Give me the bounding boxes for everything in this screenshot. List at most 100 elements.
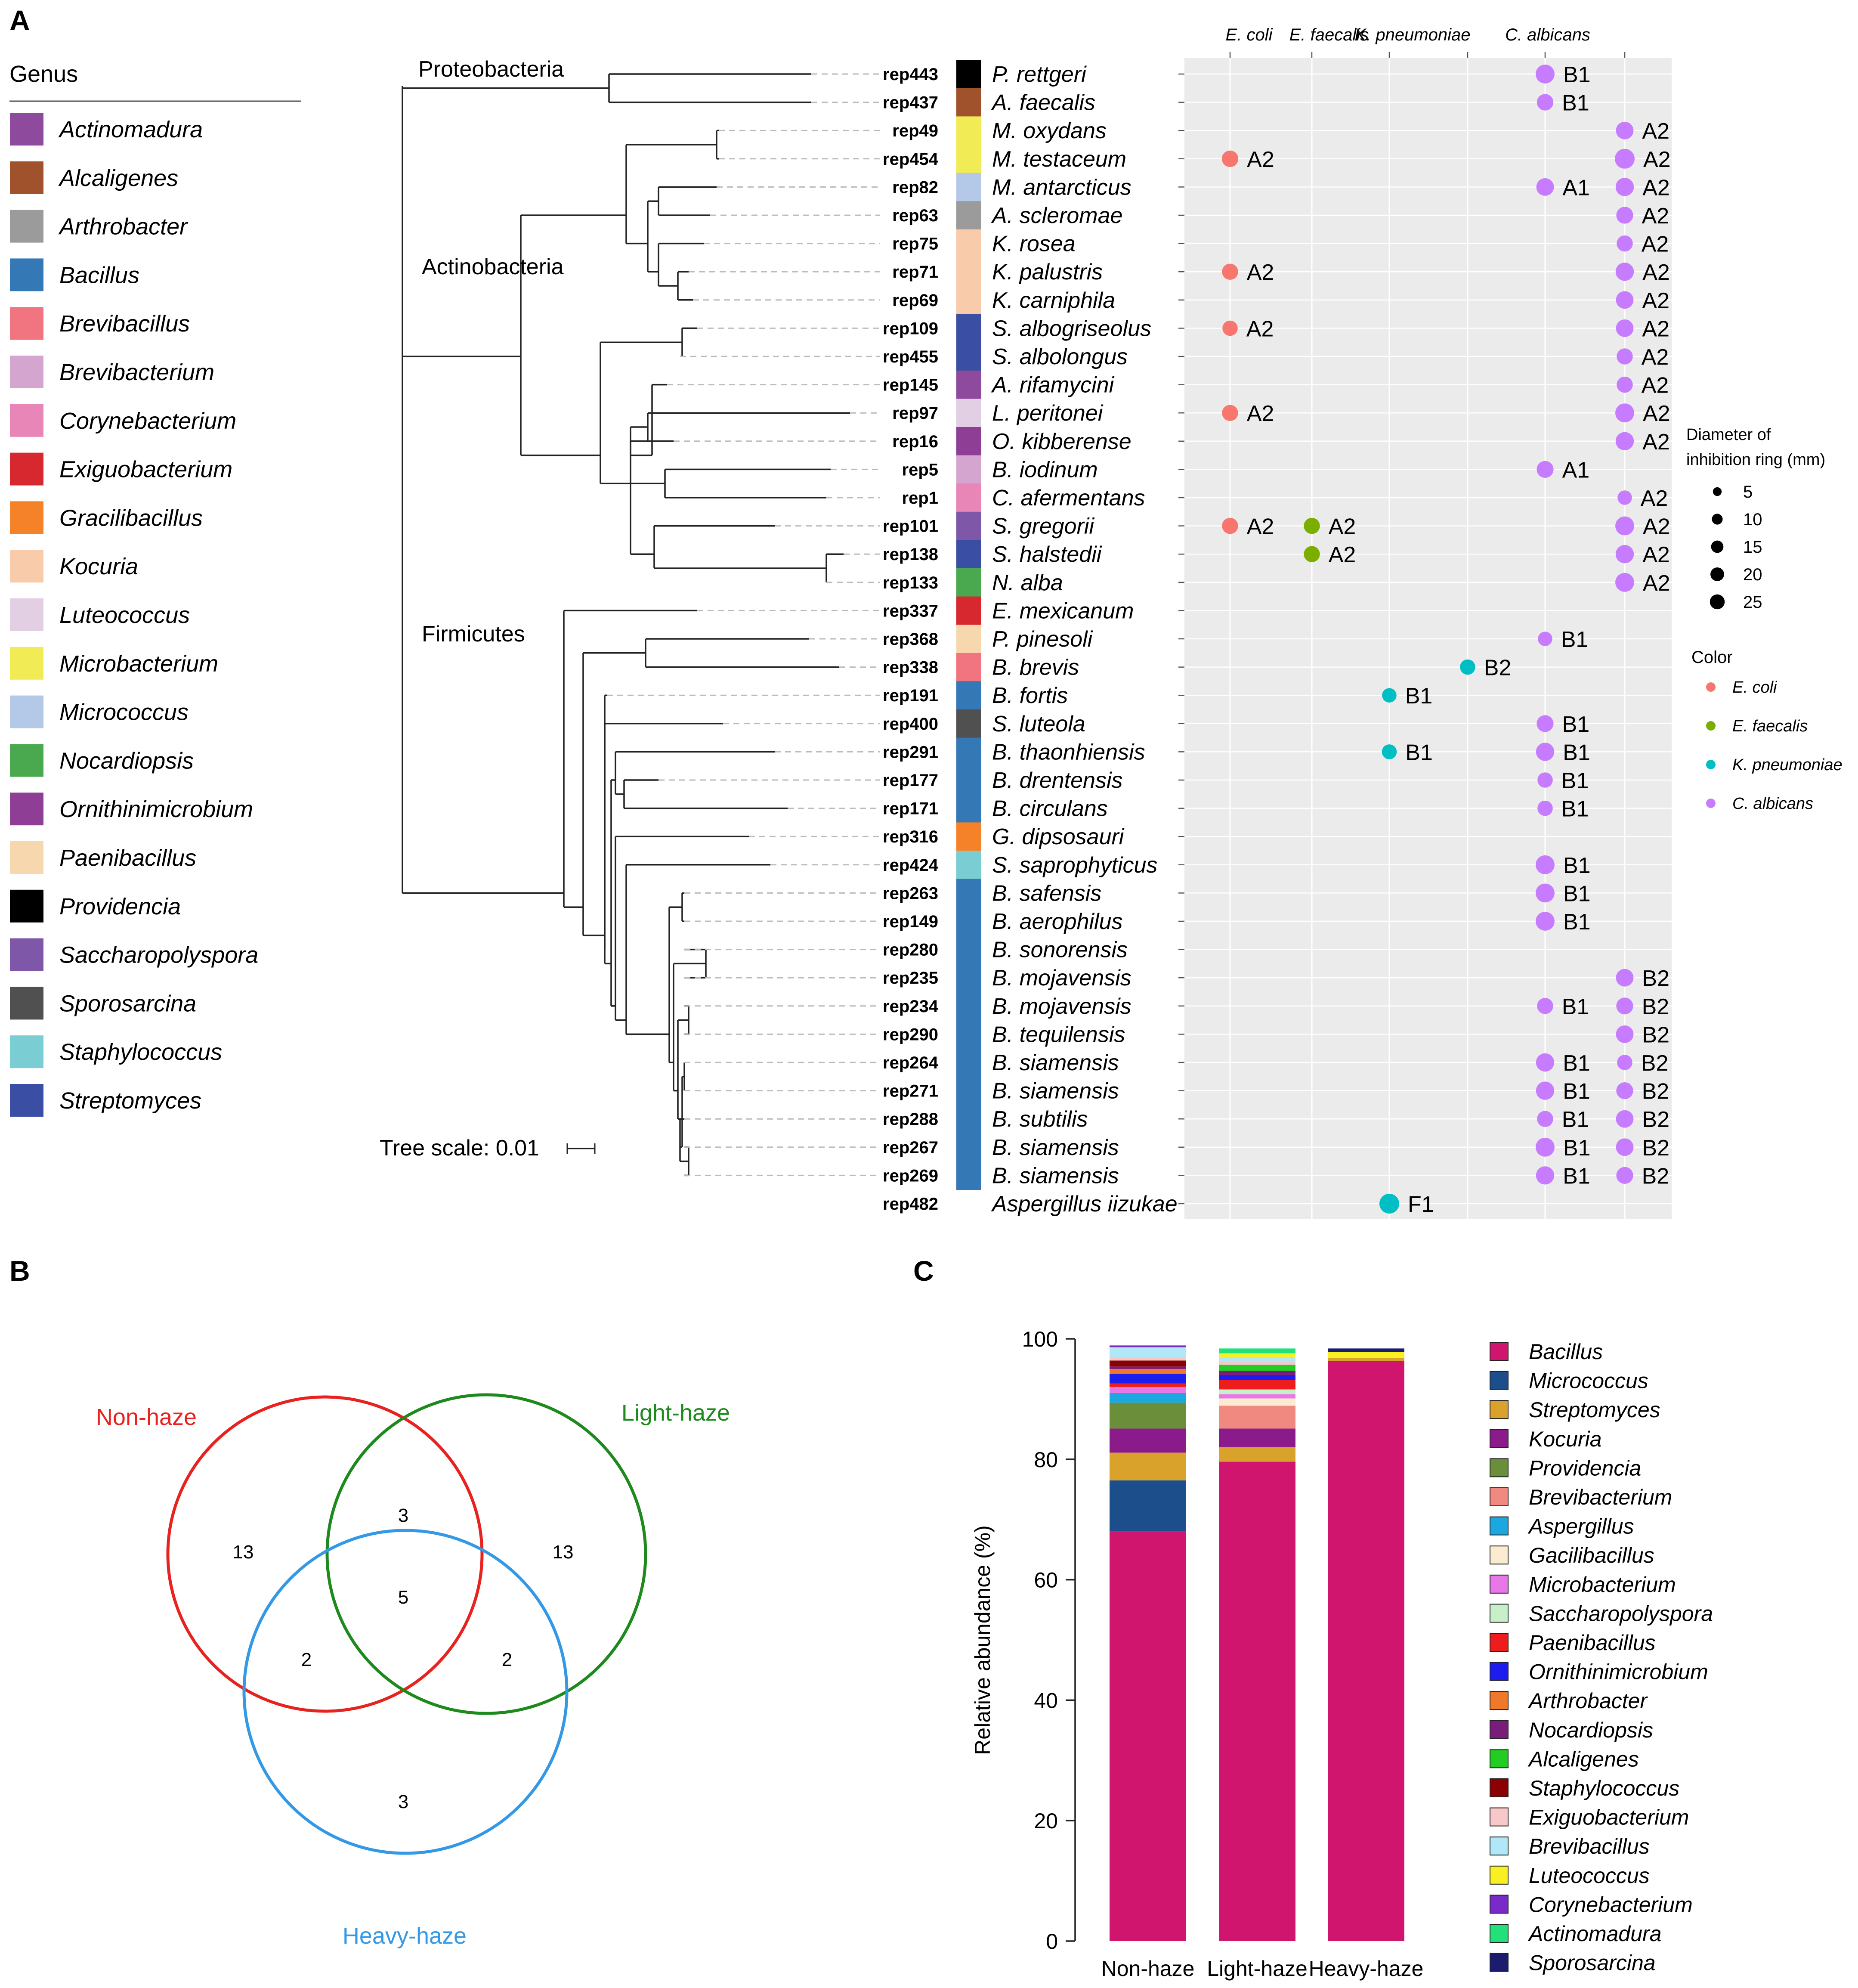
genus-strip-rep290 xyxy=(956,1020,981,1049)
dot-label-rep288-46: B1 xyxy=(1562,1107,1589,1132)
dot-rep454-c-albicans-4 xyxy=(1615,149,1635,169)
dot-label-rep109-13: A2 xyxy=(1642,316,1669,341)
dot-label-rep71-9: A2 xyxy=(1247,260,1274,285)
species-label-rep455: S. albolongus xyxy=(992,344,1128,369)
venn-label-non-haze: Non-haze xyxy=(96,1404,197,1430)
venn-count-non-only: 13 xyxy=(233,1542,254,1563)
dot-rep97-e-coli-16 xyxy=(1222,405,1238,421)
genus-label-providencia: Providencia xyxy=(59,894,181,920)
genus-swatch-streptomyces xyxy=(9,1083,44,1118)
genus-strip-rep149 xyxy=(956,907,981,936)
dot-label-rep82-6: A2 xyxy=(1642,175,1670,200)
genus-strip-rep191 xyxy=(956,681,981,710)
species-label-rep443: P. rettgeri xyxy=(992,62,1087,87)
c-y-axis-title: Relative abundance (%) xyxy=(971,1525,995,1755)
genus-swatch-nocardiopsis xyxy=(9,743,44,778)
dot-rep267-c-albicans-49 xyxy=(1616,1138,1634,1156)
rep-label-rep269: rep269 xyxy=(883,1166,938,1185)
rep-label-rep234: rep234 xyxy=(883,997,939,1016)
dot-rep290-c-albicans-41 xyxy=(1616,1025,1634,1043)
dot-rep234-c-albicans-39 xyxy=(1537,998,1553,1014)
species-label-rep101: S. gregorii xyxy=(992,514,1094,539)
genus-strip-rep138 xyxy=(956,540,981,569)
dot-label-rep263-36: B1 xyxy=(1563,881,1591,906)
dot-label-rep138-25: A2 xyxy=(1642,542,1670,567)
color-legend-label-e-faecalis: E. faecalis xyxy=(1732,717,1808,735)
bar-light-haze-saccharopolyspora xyxy=(1219,1389,1295,1394)
genus-strip-rep316 xyxy=(956,822,981,851)
color-legend-dot-e-faecalis xyxy=(1706,721,1716,731)
genus-strip-rep264 xyxy=(956,1048,981,1077)
c-legend-swatch-corynebacterium xyxy=(1490,1895,1509,1914)
genus-label-saccharopolyspora: Saccharopolyspora xyxy=(59,942,258,968)
genus-strip-rep101 xyxy=(956,511,981,541)
rep-label-rep97: rep97 xyxy=(892,404,938,423)
bar-light-haze-actinomadura xyxy=(1219,1348,1295,1353)
genus-swatch-gracilibacillus xyxy=(9,500,44,535)
dot-rep400-c-albicans-30 xyxy=(1536,715,1554,732)
species-label-rep368: P. pinesoli xyxy=(992,627,1093,652)
dot-rep1-c-albicans-20 xyxy=(1617,490,1632,505)
genus-strip-rep177 xyxy=(956,766,981,795)
dot-label-rep63-7: A2 xyxy=(1642,204,1669,229)
dot-rep75-c-albicans-8 xyxy=(1617,235,1633,252)
rep-label-rep291: rep291 xyxy=(883,743,938,762)
genus-strip-rep234 xyxy=(956,992,981,1021)
dot-label-rep290-41: B2 xyxy=(1642,1022,1669,1047)
c-legend-swatch-actinomadura xyxy=(1490,1924,1509,1943)
clade-label-proteobacteria: Proteobacteria xyxy=(418,57,564,82)
c-ytick-label-20: 20 xyxy=(1034,1809,1058,1833)
species-label-rep337: E. mexicanum xyxy=(992,598,1134,623)
dot-label-rep454-4: A2 xyxy=(1643,147,1671,172)
bar-light-haze-gacilibacillus xyxy=(1219,1398,1295,1406)
dot-label-rep16-18: A2 xyxy=(1642,430,1670,455)
dot-label-rep269-51: B2 xyxy=(1642,1164,1669,1189)
dot-label-rep5-19: A1 xyxy=(1562,458,1590,483)
dot-rep71-e-coli-9 xyxy=(1222,263,1238,280)
bar-non-haze-kocuria xyxy=(1110,1428,1186,1453)
genus-legend: Genus Actinomadura Alcaligenes Arthrobacter… xyxy=(9,61,301,1118)
rep-label-rep63: rep63 xyxy=(892,206,938,225)
genus-strip-rep171 xyxy=(956,794,981,823)
dot-plot-column-header-c-albicans: C. albicans xyxy=(1505,25,1590,44)
genus-strip-rep49 xyxy=(956,116,981,145)
dot-rep271-c-albicans-44 xyxy=(1536,1081,1555,1100)
genus-swatch-staphylococcus xyxy=(9,1034,44,1069)
dot-label-rep264-43: B2 xyxy=(1641,1051,1669,1076)
c-legend-swatch-arthrobacter xyxy=(1490,1691,1509,1710)
dot-label-rep443-0: B1 xyxy=(1563,62,1591,87)
bar-non-haze-corynebacterium xyxy=(1110,1345,1186,1347)
bar-non-haze-exiguobacterium xyxy=(1110,1356,1186,1361)
dot-rep149-c-albicans-37 xyxy=(1536,912,1555,931)
dot-label-rep269-50: B1 xyxy=(1563,1164,1590,1189)
dot-rep455-c-albicans-14 xyxy=(1617,348,1633,365)
c-legend-label-bacillus: Bacillus xyxy=(1529,1340,1603,1364)
species-label-rep82: M. antarcticus xyxy=(992,175,1131,200)
c-xtick-label-non-haze: Non-haze xyxy=(1101,1957,1195,1981)
genus-label-paenibacillus: Paenibacillus xyxy=(59,845,196,871)
dot-rep264-c-albicans-43 xyxy=(1617,1055,1632,1070)
c-legend-swatch-streptomyces xyxy=(1490,1400,1509,1419)
genus-label-corynebacterium: Corynebacterium xyxy=(59,408,236,434)
dot-label-rep171-34: B1 xyxy=(1561,797,1589,822)
dot-label-rep291-32: B1 xyxy=(1563,740,1590,765)
rep-label-rep443: rep443 xyxy=(883,65,938,84)
bar-non-haze-staphylococcus xyxy=(1110,1360,1186,1367)
genus-strip-rep288 xyxy=(956,1105,981,1133)
genus-strip-rep97 xyxy=(956,399,981,427)
size-legend-label-10: 10 xyxy=(1743,510,1762,529)
dot-label-rep271-44: B1 xyxy=(1563,1079,1590,1104)
dot-rep267-c-albicans-48 xyxy=(1536,1137,1555,1157)
dot-rep291-k-pneumoniae-31 xyxy=(1382,744,1397,759)
venn-count-light-only: 13 xyxy=(553,1542,574,1563)
venn-count-heavy-only: 3 xyxy=(398,1791,408,1812)
genus-strip-rep338 xyxy=(956,653,981,682)
dot-label-rep138-24: A2 xyxy=(1329,542,1356,567)
dot-plot-legends: Diameter of inhibition ring (mm) 5 10 15 20 25… xyxy=(1686,426,1843,813)
genus-label-streptomyces: Streptomyces xyxy=(59,1088,201,1114)
venn-circle-heavy-haze xyxy=(242,1529,569,1855)
venn-count-non-light: 3 xyxy=(398,1505,408,1526)
dot-label-rep454-3: A2 xyxy=(1247,147,1274,172)
rep-label-rep149: rep149 xyxy=(883,912,938,931)
